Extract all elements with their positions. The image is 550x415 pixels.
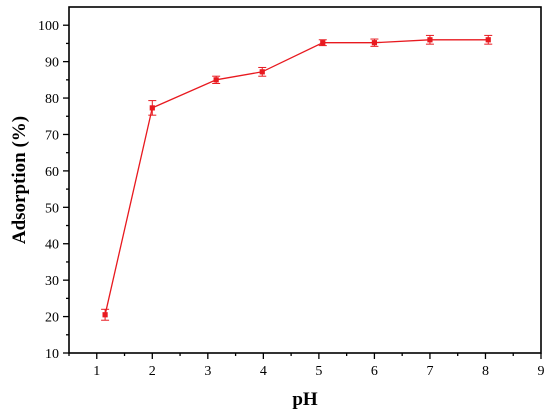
- y-tick-label: 30: [45, 274, 59, 289]
- data-marker: [485, 37, 491, 43]
- x-tick-label: 7: [426, 364, 433, 379]
- data-point: [101, 308, 110, 321]
- y-tick-label: 100: [38, 19, 59, 34]
- x-tick-label: 5: [315, 364, 322, 379]
- y-tick-label: 20: [45, 311, 59, 326]
- x-tick-label: 9: [538, 364, 545, 379]
- y-tick-label: 60: [45, 165, 59, 180]
- data-marker: [371, 40, 378, 46]
- x-tick-label: 2: [149, 364, 156, 379]
- y-tick-label: 10: [45, 347, 59, 362]
- data-marker: [149, 105, 155, 111]
- y-tick-label: 80: [45, 92, 59, 107]
- y-tick-label: 90: [45, 56, 59, 71]
- x-axis-title: pH: [292, 389, 318, 410]
- data-marker: [213, 77, 219, 83]
- data-point: [148, 100, 157, 116]
- data-marker: [259, 69, 265, 75]
- axes: 1 2 3 4 5 6 7 8 9 10 20 30 40 50 60 70 80 90 100: [38, 6, 545, 379]
- y-axis-title: Adsorption (%): [9, 116, 30, 244]
- data-point: [212, 75, 221, 84]
- data-point: [425, 34, 434, 45]
- plot-area: [101, 34, 493, 321]
- data-point: [318, 39, 327, 47]
- y-tick-label: 70: [45, 128, 59, 143]
- x-tick-label: 4: [260, 364, 267, 379]
- data-marker: [102, 312, 108, 318]
- data-point: [484, 34, 493, 45]
- x-tick-label: 1: [93, 364, 100, 379]
- x-tick-label: 3: [204, 364, 211, 379]
- y-tick-label: 50: [45, 201, 59, 216]
- data-point: [258, 66, 267, 77]
- series-line: [104, 39, 489, 315]
- x-tick-label: 6: [371, 364, 378, 379]
- data-marker: [320, 40, 326, 46]
- data-marker: [427, 37, 433, 43]
- plot-frame: [68, 6, 542, 354]
- x-tick-label: 8: [482, 364, 489, 379]
- data-point: [370, 38, 379, 47]
- y-tick-label: 40: [45, 238, 59, 253]
